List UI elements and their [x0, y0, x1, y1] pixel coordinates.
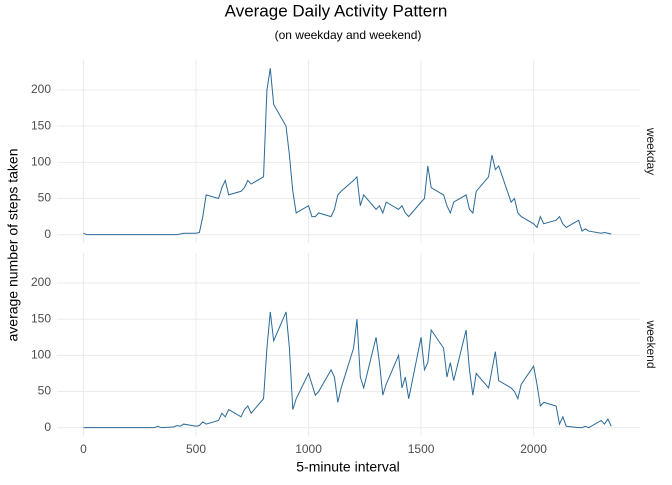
data-line [83, 311, 612, 429]
y-tick-label: 150 [31, 311, 51, 325]
chart-subtitle: (on weekday and weekend) [275, 28, 422, 42]
y-tick-label: 200 [31, 82, 51, 96]
x-tick-label: 1500 [408, 442, 435, 456]
x-tick-label: 2000 [520, 442, 547, 456]
y-axis-title: average number of steps taken [5, 148, 21, 341]
y-tick-label: 200 [31, 275, 51, 289]
y-tick-label: 100 [31, 348, 51, 362]
facet-strip-label: weekend [644, 319, 658, 368]
chart-title: Average Daily Activity Pattern [225, 1, 448, 20]
y-tick-label: 0 [44, 420, 51, 434]
x-tick-label: 500 [186, 442, 206, 456]
y-tick-label: 50 [38, 384, 52, 398]
data-line [83, 68, 612, 236]
x-tick-label: 0 [80, 442, 87, 456]
y-tick-label: 50 [38, 191, 52, 205]
x-axis-title: 5-minute interval [296, 459, 400, 475]
y-tick-label: 150 [31, 118, 51, 132]
y-tick-label: 100 [31, 155, 51, 169]
x-tick-label: 1000 [295, 442, 322, 456]
facet-strip-label: weekday [644, 127, 658, 175]
y-tick-label: 0 [44, 227, 51, 241]
